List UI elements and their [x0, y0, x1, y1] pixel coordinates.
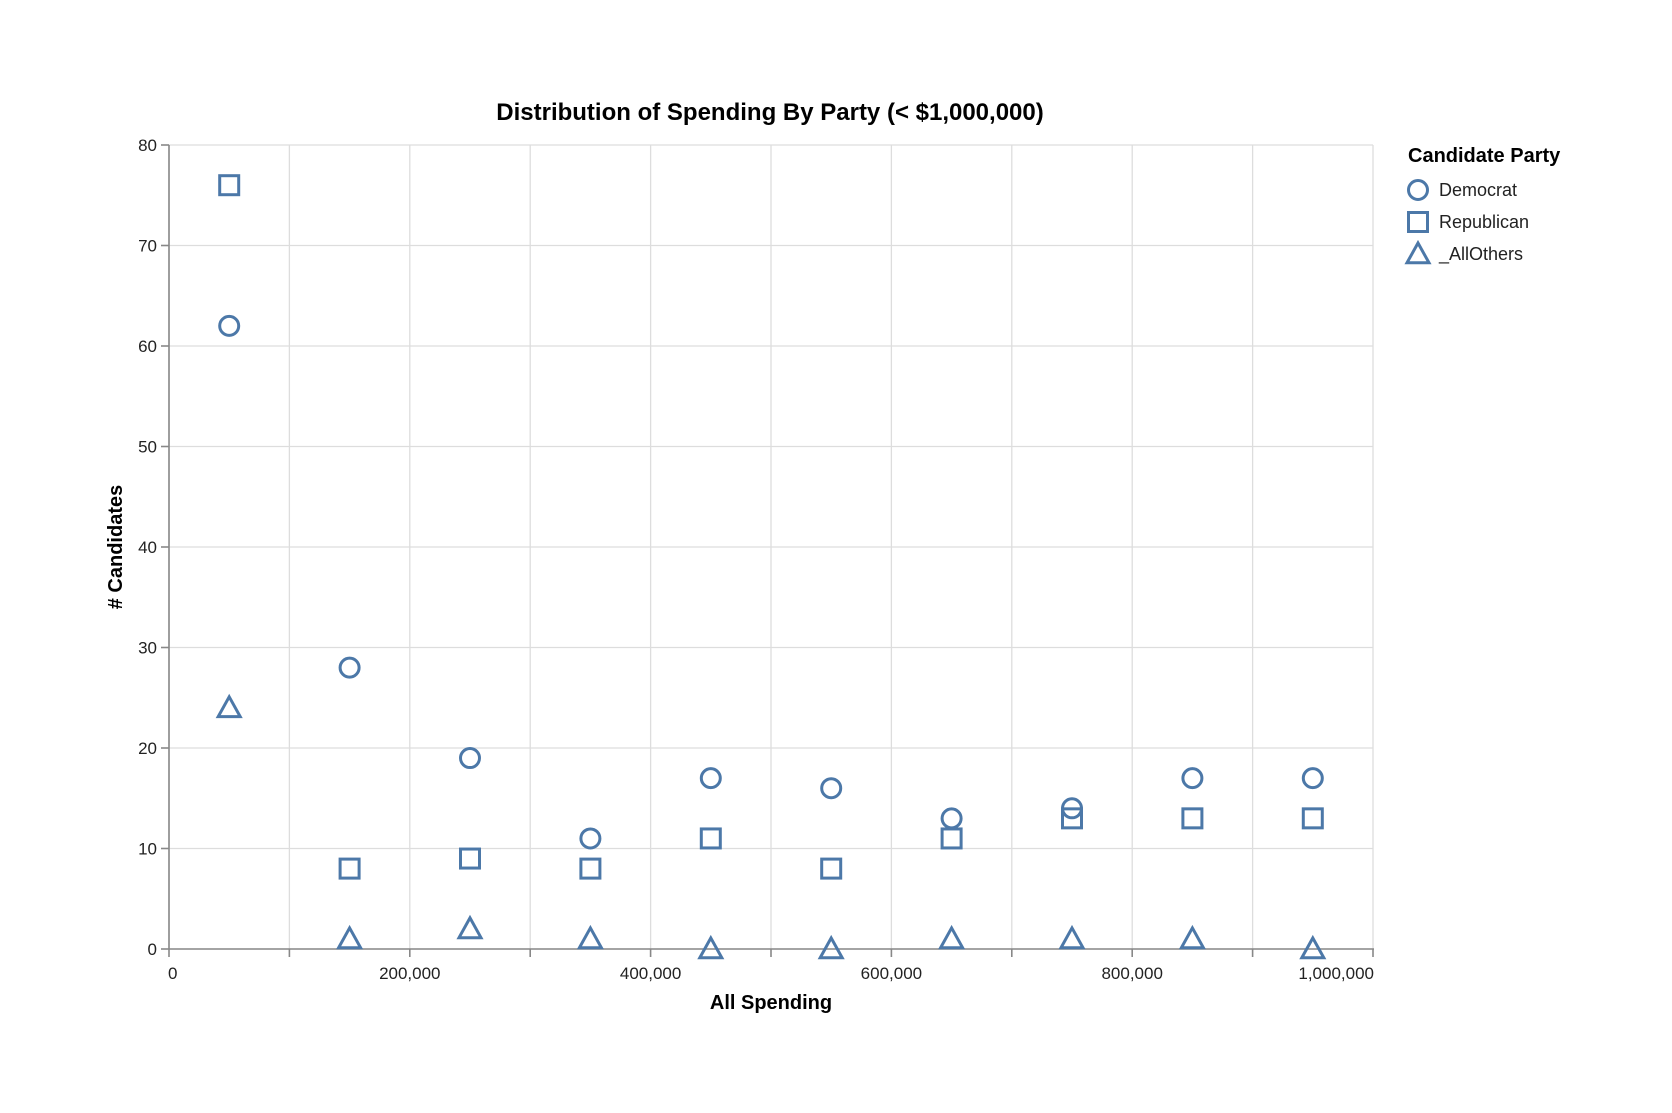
square-point [940, 827, 963, 850]
legend: Candidate Party Democrat Republican _AllOt… [1404, 145, 1561, 265]
x-tick-label: 400,000 [620, 964, 681, 983]
legend-item: Republican [1407, 211, 1529, 233]
y-axis-title: # Candidates [105, 485, 127, 609]
square-point [338, 857, 361, 880]
circle-point [579, 827, 602, 850]
square-point [1301, 807, 1324, 830]
triangle-point [817, 934, 845, 960]
y-tick-label: 10 [138, 840, 157, 859]
legend-item: _AllOthers [1404, 239, 1523, 265]
data-marks [215, 174, 1327, 960]
y-tick-label: 40 [138, 538, 157, 557]
series-allothers [215, 693, 1327, 960]
circle-point [699, 767, 722, 790]
y-tick-label: 20 [138, 739, 157, 758]
triangle-legend-symbol [1404, 239, 1432, 265]
square-point [579, 857, 602, 880]
triangle-point [938, 924, 966, 950]
y-tick-label: 60 [138, 337, 157, 356]
triangle-point [697, 934, 725, 960]
triangle-point [576, 924, 604, 950]
circle-point [218, 314, 241, 337]
square-point [1061, 807, 1083, 830]
x-tick-label: 200,000 [379, 964, 440, 983]
circle-point [1181, 767, 1204, 790]
legend-label: _AllOthers [1438, 244, 1523, 265]
circle-point [820, 777, 843, 800]
x-tick-label: 600,000 [861, 964, 922, 983]
series-republican [218, 174, 1324, 880]
y-tick-label: 80 [138, 136, 157, 155]
x-tick-label: 800,000 [1101, 964, 1162, 983]
circle-point [940, 807, 963, 830]
triangle-point [336, 924, 364, 950]
circle-point [338, 656, 361, 679]
legend-item: Democrat [1407, 179, 1517, 201]
series-democrat [218, 314, 1324, 850]
x-axis-title: All Spending [710, 992, 832, 1014]
triangle-point [1178, 924, 1206, 950]
x-tick-label: 0 [168, 964, 177, 983]
y-tick-label: 30 [138, 639, 157, 658]
legend-title: Candidate Party [1408, 145, 1561, 167]
axes: 0 200,000 400,000 600,000 800,000 1,000,000 0 1… [138, 136, 1374, 983]
legend-label: Democrat [1439, 180, 1517, 200]
triangle-point [215, 693, 243, 719]
y-tick-label: 70 [138, 237, 157, 256]
x-tick-label: 1,000,000 [1298, 964, 1374, 983]
triangle-point [456, 914, 484, 940]
triangle-point [1299, 934, 1327, 960]
square-point [820, 857, 843, 880]
legend-label: Republican [1439, 212, 1529, 232]
square-legend-symbol [1407, 211, 1429, 233]
square-point [218, 174, 241, 197]
square-point [1181, 807, 1204, 830]
triangle-point [1058, 924, 1086, 950]
circle-point [459, 747, 481, 770]
chart-title: Distribution of Spending By Party (< $1,… [496, 99, 1043, 126]
square-point [459, 847, 481, 870]
y-tick-label: 0 [148, 940, 157, 959]
square-point [699, 827, 722, 850]
y-tick-label: 50 [138, 438, 157, 457]
circle-legend-symbol [1407, 179, 1429, 201]
circle-point [1301, 767, 1324, 790]
